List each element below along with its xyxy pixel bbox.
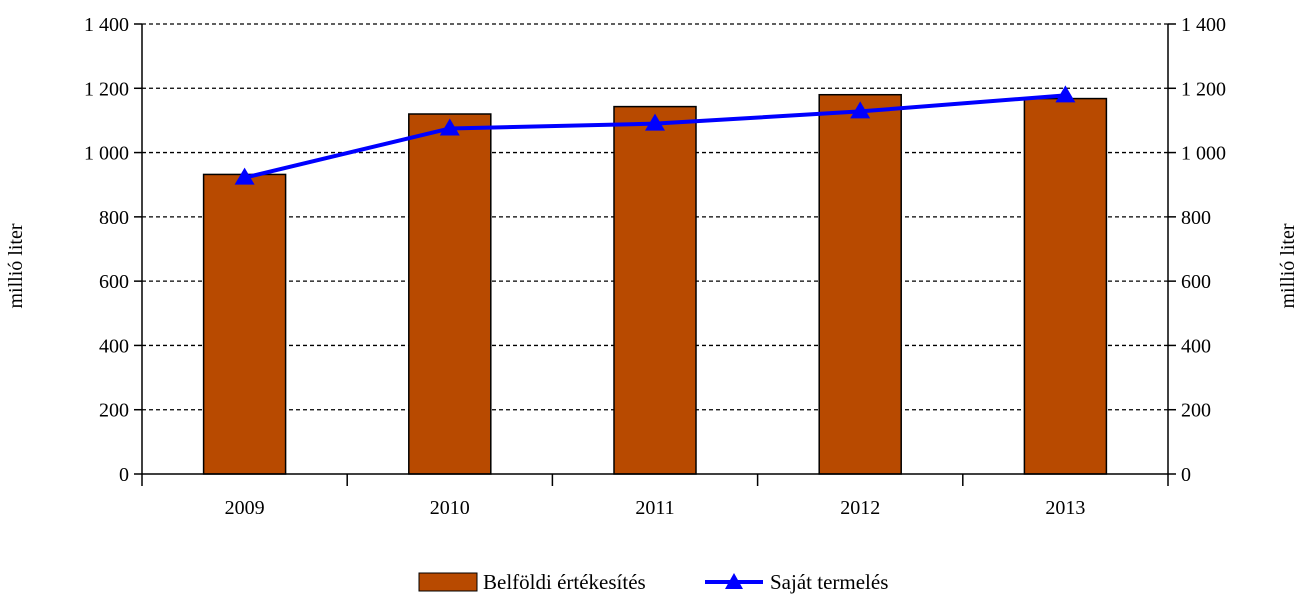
bar [1023, 97, 1108, 475]
x-tick-label: 2009 [225, 497, 265, 519]
x-tick-label: 2011 [635, 497, 674, 519]
legend-label-line: Saját termelés [770, 570, 888, 594]
y-tick-label-right: 400 [1181, 335, 1211, 357]
y-tick-label-left: 0 [119, 464, 129, 486]
y-tick-label-left: 1 200 [84, 78, 129, 100]
x-tick-label: 2013 [1045, 497, 1085, 519]
triangle-marker [439, 118, 460, 136]
triangle-marker [1055, 85, 1076, 103]
legend: Belföldi értékesítés Saját termelés [418, 570, 888, 594]
bar [613, 105, 697, 475]
y-tick-label-left: 1 400 [84, 14, 129, 36]
bar [202, 173, 287, 475]
y-tick-label-right: 600 [1181, 271, 1211, 293]
y-tick-label-right: 1 000 [1181, 143, 1226, 165]
x-tick-label: 2010 [430, 497, 470, 519]
y-tick-label-right: 1 200 [1181, 78, 1226, 100]
legend-label-bar: Belföldi értékesítés [483, 570, 646, 594]
legend-swatch-bar [418, 572, 478, 592]
bar [818, 93, 902, 475]
y-tick-label-right: 200 [1181, 400, 1211, 422]
bar-series [202, 93, 1108, 475]
line-series [234, 85, 1076, 185]
triangle-marker [850, 101, 871, 119]
y-tick-label-right: 0 [1181, 464, 1191, 486]
legend-triangle-marker [725, 573, 743, 589]
axes [141, 24, 1169, 475]
y-tick-label-left: 600 [99, 271, 129, 293]
axis-ticks: 0 0 200 200 400 400 600 600 800 800 1 000 1 000 1 20… [84, 14, 1226, 519]
y-tick-label-right: 800 [1181, 207, 1211, 229]
y-tick-label-left: 200 [99, 400, 129, 422]
y-axis-label-left: millió liter [5, 223, 27, 308]
x-tick-label: 2012 [840, 497, 880, 519]
y-tick-label-left: 1 000 [84, 143, 129, 165]
bar [408, 113, 492, 475]
triangle-marker [234, 167, 255, 185]
y-tick-label-left: 800 [99, 207, 129, 229]
y-axis-label-right: millió liter [1277, 223, 1299, 308]
y-tick-label-left: 400 [99, 335, 129, 357]
triangle-marker [645, 113, 665, 131]
y-tick-label-right: 1 400 [1181, 14, 1226, 36]
